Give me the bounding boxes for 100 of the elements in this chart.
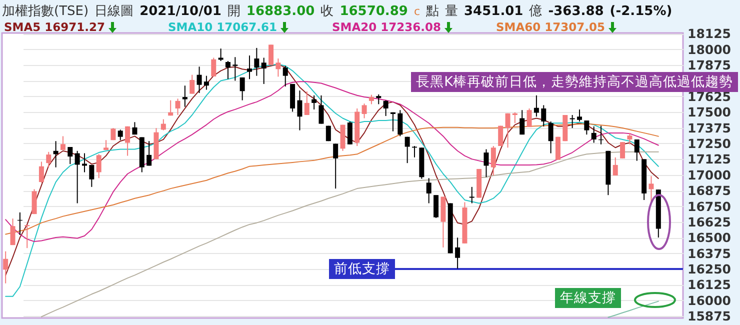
y-tick-label: 16250	[688, 262, 732, 277]
text: SMA20 17236.08	[332, 20, 442, 34]
candlestick	[240, 76, 245, 101]
y-tick-label: 16500	[688, 230, 732, 246]
y-tick-label: 16750	[688, 198, 732, 214]
candlestick	[541, 104, 546, 127]
y-tick-label: 17875	[688, 58, 731, 73]
candlestick	[512, 112, 518, 124]
candlestick	[555, 136, 560, 160]
candlestick	[225, 60, 230, 80]
candlestick	[196, 66, 202, 94]
candlestick	[96, 154, 102, 179]
candlestick	[32, 188, 37, 215]
candlestick	[282, 65, 288, 87]
candlestick	[276, 58, 281, 78]
candlestick	[304, 90, 310, 116]
candlestick	[160, 118, 166, 131]
candlestick	[68, 146, 73, 165]
candlestick	[490, 145, 496, 176]
chart-title: 加權指數(TSE)	[2, 3, 89, 20]
candlestick	[526, 108, 532, 128]
candlestick	[175, 98, 180, 116]
text: 日線圖 2021/10/01 開 16883.00 收 16570.89 c 點 量 3451.01 億 -363.88 (-2.15%)	[94, 4, 672, 19]
y-tick-label: 16000	[688, 292, 732, 308]
candlestick	[3, 250, 8, 284]
candlestick	[247, 54, 252, 80]
candlestick	[89, 164, 94, 188]
candlestick	[505, 112, 510, 148]
y-tick-label: 15875	[688, 308, 731, 324]
candlestick	[46, 151, 52, 168]
ref-line-label: 前低支撐	[329, 259, 395, 279]
candlestick	[404, 136, 410, 164]
candlestick	[498, 125, 504, 146]
candlestick	[347, 121, 352, 145]
text: SMA60 17307.05	[496, 20, 606, 34]
y-tick-label: 16125	[688, 277, 731, 292]
y-tick-label: 17000	[688, 167, 732, 182]
text: SMA10 17067.61	[168, 20, 278, 34]
y-tick-label: 18000	[688, 42, 732, 57]
candlestick	[268, 44, 274, 66]
candlestick	[368, 94, 374, 105]
candlestick	[484, 148, 489, 178]
candlestick	[146, 140, 152, 166]
y-tick-label: 16875	[688, 183, 731, 198]
candlestick	[297, 90, 302, 131]
candlestick	[340, 124, 346, 152]
candlestick	[520, 110, 525, 136]
candlestick	[584, 120, 590, 136]
candlestick	[426, 178, 432, 204]
candlestick	[412, 145, 417, 158]
candlestick	[398, 110, 403, 137]
candlestick	[548, 121, 554, 154]
annotation: 長黑K棒再破前日低，走勢維持高不過高低過低趨勢	[411, 72, 738, 92]
candlestick	[627, 132, 632, 145]
candlestick	[333, 143, 338, 190]
candlestick	[620, 142, 626, 159]
candlestick	[190, 74, 195, 94]
candlestick	[110, 128, 116, 141]
y-tick-label: 16625	[688, 214, 731, 230]
candlestick	[612, 156, 618, 176]
y-tick-label: 18125	[688, 26, 731, 42]
candlestick	[218, 48, 224, 62]
candlestick	[362, 103, 367, 119]
candlestick	[232, 56, 238, 82]
candlestick	[591, 126, 596, 144]
candlestick	[254, 47, 260, 76]
annotation: 年線支撐	[555, 288, 621, 308]
candlestick	[168, 100, 174, 116]
candlestick	[534, 94, 539, 118]
candlestick	[469, 186, 474, 204]
candlestick	[570, 114, 575, 129]
candlestick	[125, 126, 130, 156]
candlestick	[390, 112, 396, 132]
candlestick	[455, 237, 460, 270]
text: SMA5 16971.27	[4, 20, 106, 34]
candlestick	[74, 150, 80, 204]
candlestick	[211, 57, 216, 77]
candlestick	[383, 100, 388, 116]
candlestick	[204, 75, 209, 90]
y-tick-label: 17375	[688, 120, 731, 136]
y-tick-label: 17250	[688, 136, 732, 151]
candlestick	[648, 176, 654, 204]
candlestick	[182, 85, 188, 108]
candlestick	[261, 57, 266, 84]
candlestick	[434, 194, 439, 218]
candlestick	[376, 94, 382, 105]
candlestick	[60, 136, 66, 151]
candlestick	[132, 122, 138, 136]
y-tick-label: 17500	[688, 104, 732, 120]
candlestick	[312, 94, 317, 110]
candlestick	[10, 218, 16, 246]
y-tick-label: 16375	[688, 246, 731, 261]
candlestick	[38, 161, 44, 184]
candlestick	[118, 129, 123, 141]
y-tick-label: 17125	[688, 152, 731, 167]
candlestick	[577, 108, 582, 122]
candlestick	[53, 140, 58, 168]
candlestick	[82, 152, 87, 173]
candlestick	[318, 94, 324, 124]
candlestick	[634, 138, 640, 162]
